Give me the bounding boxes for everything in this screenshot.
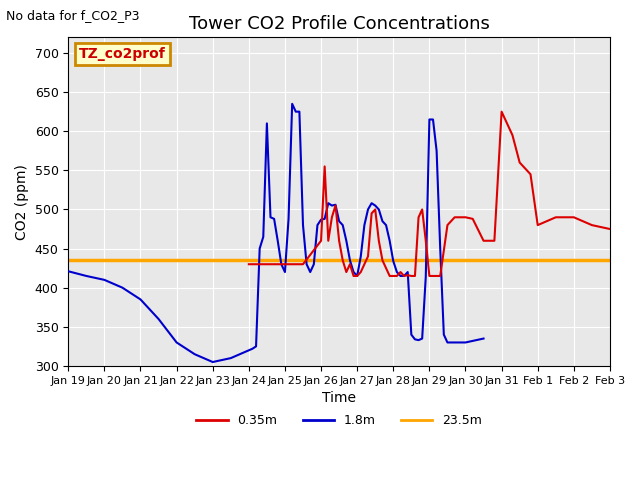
Text: TZ_co2prof: TZ_co2prof — [79, 47, 166, 61]
Y-axis label: CO2 (ppm): CO2 (ppm) — [15, 164, 29, 240]
Text: No data for f_CO2_P3: No data for f_CO2_P3 — [6, 9, 140, 22]
Legend: 0.35m, 1.8m, 23.5m: 0.35m, 1.8m, 23.5m — [191, 409, 487, 432]
Title: Tower CO2 Profile Concentrations: Tower CO2 Profile Concentrations — [189, 15, 490, 33]
X-axis label: Time: Time — [322, 391, 356, 405]
